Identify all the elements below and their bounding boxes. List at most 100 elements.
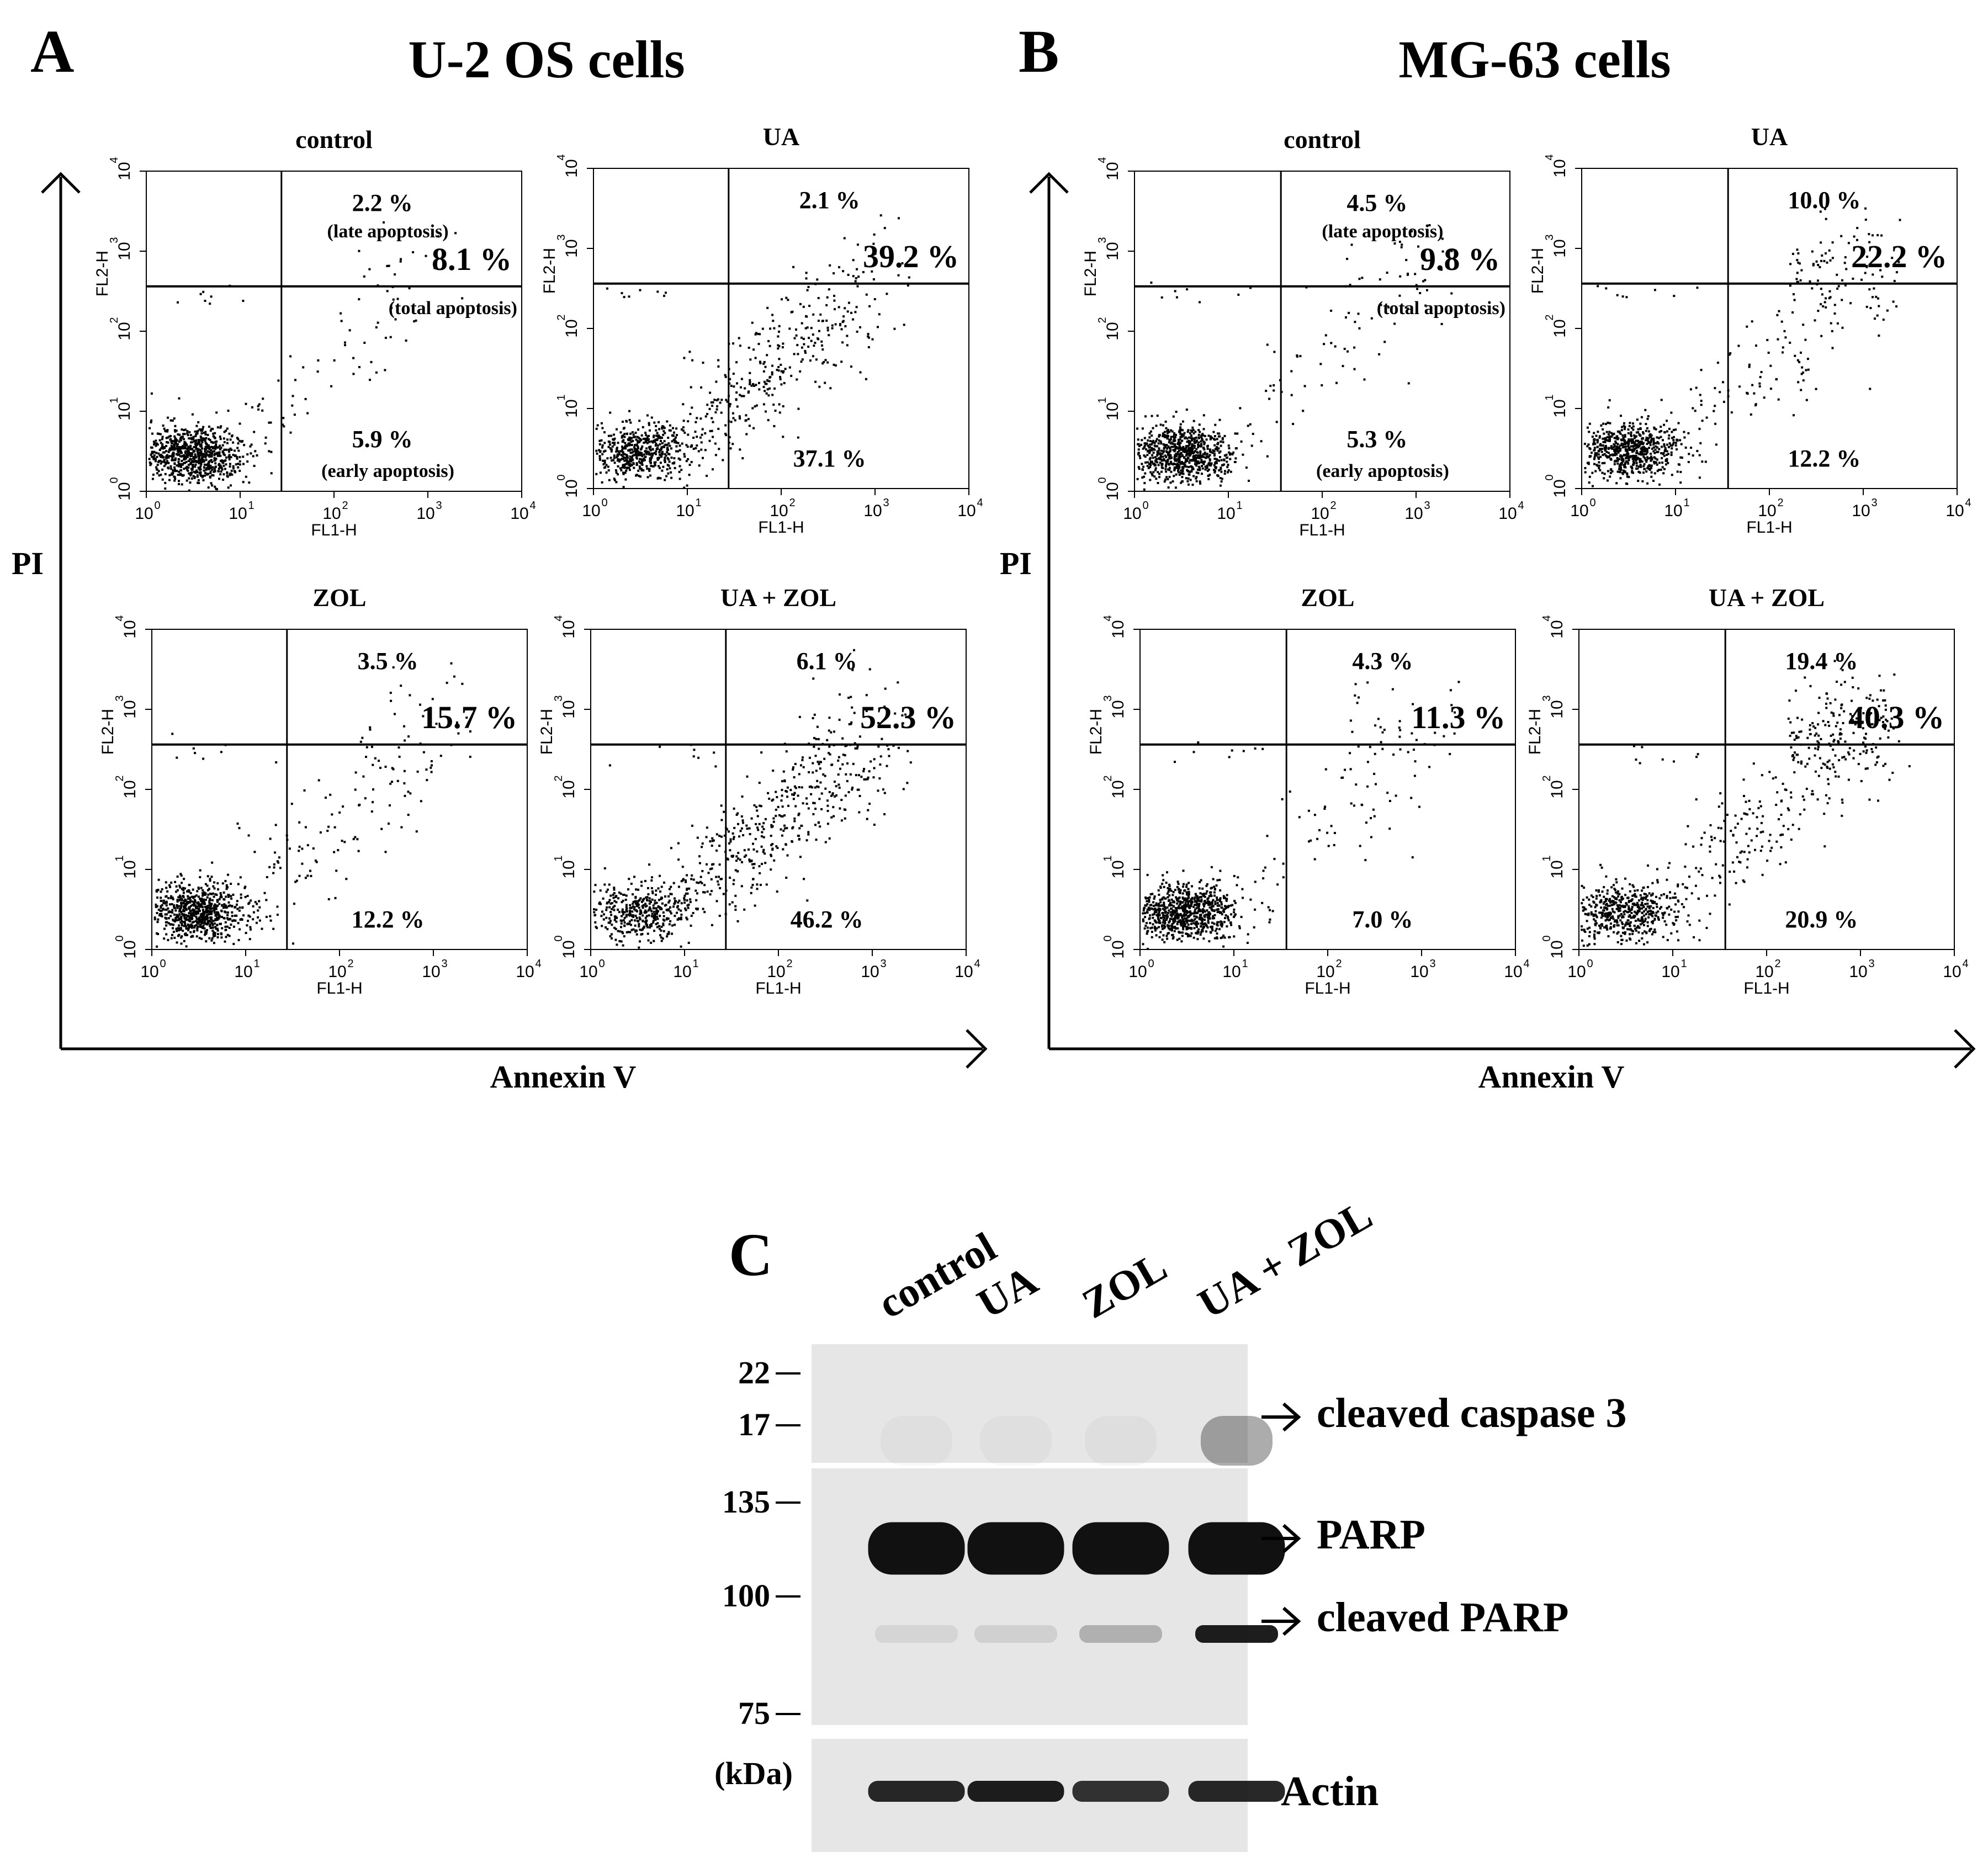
event-dot: [854, 311, 857, 314]
event-dot: [609, 894, 612, 897]
event-dot: [1194, 437, 1196, 439]
event-dot: [1181, 468, 1184, 471]
event-dot: [1625, 457, 1627, 460]
event-dot: [226, 442, 229, 444]
event-dot: [809, 785, 812, 788]
event-dot: [628, 439, 631, 442]
event-dot: [749, 833, 751, 835]
event-dot: [715, 399, 718, 402]
event-dot: [772, 770, 775, 772]
event-dot: [179, 909, 182, 911]
event-dot: [1631, 449, 1634, 452]
event-dot: [638, 460, 640, 463]
y-tick-base: 10: [1104, 162, 1122, 180]
event-dot: [637, 428, 640, 431]
event-dot: [632, 463, 635, 465]
event-dot: [258, 403, 261, 406]
event-dot: [216, 927, 219, 930]
event-dot: [390, 699, 393, 702]
event-dot: [187, 459, 190, 462]
event-dot: [805, 803, 808, 805]
event-dot: [212, 446, 215, 449]
event-dot: [293, 903, 295, 905]
event-dot: [243, 887, 246, 889]
event-dot: [193, 445, 195, 448]
event-dot: [649, 908, 651, 910]
event-dot: [163, 461, 166, 464]
plot-title: control: [1284, 125, 1361, 153]
event-dot: [665, 475, 668, 477]
event-dot: [1641, 449, 1644, 452]
event-dot: [354, 771, 357, 774]
event-dot: [1153, 475, 1156, 478]
event-dot: [188, 912, 190, 915]
event-dot: [771, 843, 774, 845]
event-dot: [1171, 443, 1174, 445]
event-dot: [762, 370, 765, 373]
event-dot: [1583, 443, 1586, 445]
event-dot: [210, 903, 213, 905]
event-dot: [857, 774, 860, 777]
event-dot: [884, 687, 887, 690]
event-dot: [738, 415, 741, 418]
event-dot: [185, 900, 188, 903]
event-dot: [615, 920, 618, 923]
event-dot: [390, 306, 393, 309]
event-dot: [606, 906, 608, 909]
event-dot: [680, 914, 683, 916]
event-dot: [160, 905, 162, 908]
event-dot: [1143, 446, 1146, 449]
event-dot: [1191, 443, 1194, 445]
event-dot: [634, 900, 637, 903]
event-dot: [1658, 461, 1661, 464]
event-dot: [204, 456, 207, 459]
y-tick-exponent: 2: [108, 317, 120, 323]
event-dot: [1219, 477, 1222, 479]
event-dot: [824, 774, 826, 777]
event-dot: [157, 878, 160, 881]
event-dot: [701, 882, 703, 884]
event-dot: [232, 454, 235, 456]
event-dot: [644, 916, 647, 919]
event-dot: [269, 915, 272, 917]
event-dot: [1167, 486, 1170, 489]
y-axis-label: PI: [12, 545, 44, 581]
event-dot: [613, 905, 616, 908]
event-dot: [165, 904, 168, 907]
event-dot: [851, 786, 854, 789]
event-dot: [658, 451, 661, 454]
event-dot: [627, 913, 630, 916]
event-dot: [1363, 378, 1366, 381]
event-dot: [276, 905, 279, 908]
event-dot: [193, 470, 195, 473]
event-dot: [846, 780, 849, 782]
event-dot: [199, 293, 202, 295]
event-dot: [1174, 454, 1176, 457]
event-dot: [1247, 425, 1249, 427]
event-dot: [176, 900, 179, 903]
event-dot: [450, 662, 453, 665]
event-dot: [903, 323, 905, 326]
event-dot: [188, 477, 190, 480]
event-dot: [188, 924, 190, 927]
event-dot: [203, 901, 206, 904]
event-dot: [748, 848, 750, 851]
event-dot: [194, 900, 197, 903]
event-dot: [409, 792, 412, 795]
event-dot: [844, 794, 847, 797]
event-dot: [1159, 454, 1162, 457]
event-dot: [739, 830, 742, 832]
event-dot: [879, 763, 882, 766]
event-dot: [595, 427, 598, 430]
event-dot: [625, 445, 628, 448]
event-dot: [194, 430, 197, 433]
event-dot: [742, 821, 744, 824]
event-dot: [613, 438, 616, 441]
event-dot: [792, 798, 795, 800]
event-dot: [1603, 453, 1606, 455]
event-dot: [1647, 415, 1650, 417]
event-dot: [314, 859, 317, 862]
event-dot: [661, 426, 664, 429]
event-dot: [202, 479, 205, 481]
event-dot: [661, 442, 664, 444]
